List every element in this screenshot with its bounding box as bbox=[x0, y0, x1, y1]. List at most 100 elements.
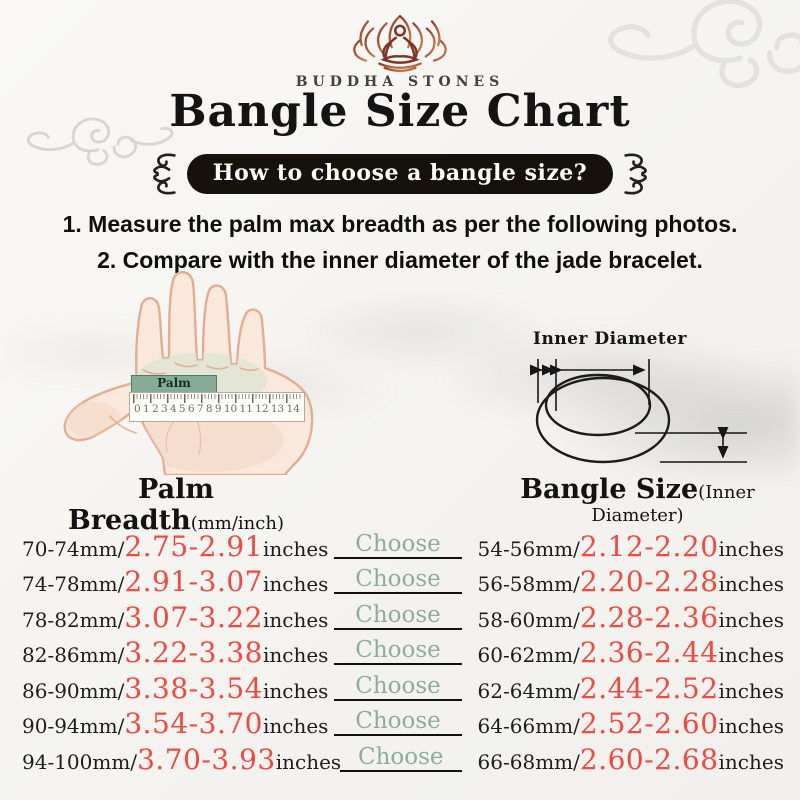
palm-size-cell: 90-94mm/3.54-3.70inches bbox=[22, 707, 328, 740]
bangle-size-header-unit: (Inner Diameter) bbox=[591, 482, 755, 526]
ruler-number: 3 bbox=[160, 403, 168, 415]
choose-cell: Choose bbox=[334, 637, 462, 665]
bangle-size-cell: 58-60mm/2.28-2.36inches bbox=[464, 601, 784, 634]
palm-range-mm: 82-86mm/ bbox=[22, 643, 125, 667]
ruler-number: 14 bbox=[286, 403, 300, 415]
palm-range-inches: 3.38-3.54 bbox=[124, 671, 263, 705]
bangle-range-mm: 66-68mm/ bbox=[477, 749, 580, 774]
palm-range-mm: 86-90mm/ bbox=[22, 678, 125, 703]
bangle-size-header: Bangle Size(Inner Diameter) bbox=[490, 474, 785, 526]
palm-size-cell: 78-82mm/3.07-3.22inches bbox=[22, 601, 328, 634]
palm-breadth-label: Palm Breadth bbox=[131, 375, 217, 405]
lotus-meditation-icon bbox=[353, 15, 447, 73]
palm-range-inches: 3.54-3.70 bbox=[124, 707, 263, 740]
choose-cell: Choose bbox=[334, 530, 462, 559]
banner: How to choose a bangle size? bbox=[186, 154, 614, 194]
flourish-icon bbox=[624, 153, 648, 195]
brand-name: BUDDHA STONES bbox=[295, 74, 505, 90]
instructions: 1. Measure the palm max breadth as per t… bbox=[0, 206, 800, 278]
choose-link[interactable]: Choose bbox=[358, 743, 444, 770]
unit-label: inches bbox=[262, 714, 329, 738]
inner-diameter-label: Inner Diameter bbox=[533, 329, 688, 349]
palm-breadth-header: Palm Breadth(mm/inch) bbox=[36, 474, 316, 536]
ruler-number: 10 bbox=[223, 403, 238, 415]
bangle-range-mm: 60-62mm/ bbox=[477, 643, 580, 667]
ruler-numbers: 0 1 2 3 4 5 6 7 8 9 10 11 12 13 14 bbox=[131, 403, 303, 415]
bangle-range-mm: 64-66mm/ bbox=[477, 714, 580, 738]
unit-label: inches bbox=[718, 607, 784, 632]
choose-link[interactable]: Choose bbox=[355, 530, 441, 557]
bangle-size-cell: 62-64mm/2.44-2.52inches bbox=[464, 672, 784, 705]
ruler-number: 0 bbox=[134, 403, 141, 415]
unit-label: inches bbox=[262, 536, 329, 561]
table-row: 94-100mm/3.70-3.93inches Choose 66-68mm/… bbox=[22, 740, 784, 776]
size-table-rows: 70-74mm/2.75-2.91inches Choose 54-56mm/2… bbox=[22, 527, 784, 776]
palm-breadth-header-unit: (mm/inch) bbox=[190, 513, 284, 534]
palm-range-mm: 78-82mm/ bbox=[22, 607, 125, 632]
bangle-range-mm: 56-58mm/ bbox=[477, 572, 580, 596]
bangle-size-cell: 60-62mm/2.36-2.44inches bbox=[464, 636, 784, 669]
choose-cell: Choose bbox=[334, 708, 462, 736]
bangle-range-inches: 2.52-2.60 bbox=[579, 707, 719, 740]
choose-link[interactable]: Choose bbox=[355, 601, 441, 628]
bangle-range-mm: 54-56mm/ bbox=[477, 536, 580, 561]
palm-range-inches: 3.22-3.38 bbox=[124, 636, 263, 669]
bangle-range-inches: 2.28-2.36 bbox=[579, 600, 719, 634]
table-row: 82-86mm/3.22-3.38inches Choose 60-62mm/2… bbox=[22, 634, 784, 669]
palm-size-cell: 94-100mm/3.70-3.93inches bbox=[22, 742, 341, 776]
choose-cell: Choose bbox=[334, 601, 462, 630]
unit-label: inches bbox=[718, 749, 784, 774]
ruler-number: 4 bbox=[169, 403, 177, 415]
palm-range-mm: 94-100mm/ bbox=[22, 749, 138, 774]
unit-label: inches bbox=[262, 607, 329, 632]
palm-range-mm: 70-74mm/ bbox=[22, 536, 125, 561]
choose-link[interactable]: Choose bbox=[355, 566, 441, 592]
palm-illustration bbox=[63, 271, 314, 475]
unit-label: inches bbox=[718, 678, 784, 703]
palm-range-inches: 2.91-3.07 bbox=[124, 565, 263, 598]
palm-size-cell: 74-78mm/2.91-3.07inches bbox=[22, 565, 328, 598]
instruction-step-1: 1. Measure the palm max breadth as per t… bbox=[62, 211, 738, 237]
bangle-diagram: Inner Diameter bbox=[495, 325, 785, 475]
palm-size-cell: 82-86mm/3.22-3.38inches bbox=[22, 636, 328, 669]
ruler-number: 7 bbox=[196, 403, 204, 415]
bangle-range-mm: 58-60mm/ bbox=[477, 607, 580, 632]
bangle-size-header-title: Bangle Size bbox=[520, 474, 699, 505]
choose-link[interactable]: Choose bbox=[355, 672, 441, 699]
unit-label: inches bbox=[262, 572, 329, 596]
bangle-range-inches: 2.20-2.28 bbox=[579, 565, 719, 598]
palm-range-inches: 3.07-3.22 bbox=[124, 600, 263, 634]
ruler-number: 12 bbox=[255, 403, 269, 415]
palm-size-cell: 86-90mm/3.38-3.54inches bbox=[22, 672, 328, 705]
ruler-number: 2 bbox=[151, 403, 159, 415]
instruction-step-2: 2. Compare with the inner diameter of th… bbox=[97, 247, 703, 273]
bangle-range-inches: 2.60-2.68 bbox=[579, 742, 719, 776]
choose-cell: Choose bbox=[334, 566, 462, 594]
page-title: Bangle Size Chart bbox=[169, 86, 631, 137]
choose-link[interactable]: Choose bbox=[355, 708, 441, 734]
table-row: 70-74mm/2.75-2.91inches Choose 54-56mm/2… bbox=[22, 527, 784, 563]
ruler-number: 13 bbox=[270, 403, 285, 415]
choose-cell: Choose bbox=[334, 672, 462, 701]
table-row: 78-82mm/3.07-3.22inches Choose 58-60mm/2… bbox=[22, 598, 784, 634]
ruler-number: 8 bbox=[205, 403, 213, 415]
palm-range-inches: 2.75-2.91 bbox=[124, 529, 263, 563]
bangle-range-mm: 62-64mm/ bbox=[477, 678, 580, 703]
choose-link[interactable]: Choose bbox=[355, 637, 441, 663]
choose-cell: Choose bbox=[340, 744, 462, 772]
ruler-number: 11 bbox=[239, 403, 253, 415]
ruler: 0 1 2 3 4 5 6 7 8 9 10 11 12 13 14 bbox=[129, 392, 305, 422]
unit-label: inches bbox=[262, 678, 329, 703]
ruler-number: 6 bbox=[187, 403, 195, 415]
bangle-size-cell: 66-68mm/2.60-2.68inches bbox=[464, 743, 784, 776]
ruler-number: 1 bbox=[142, 403, 150, 415]
palm-size-cell: 70-74mm/2.75-2.91inches bbox=[22, 530, 328, 563]
bangle-range-inches: 2.44-2.52 bbox=[579, 671, 719, 705]
palm-range-inches: 3.70-3.93 bbox=[137, 742, 276, 776]
bangle-size-cell: 64-66mm/2.52-2.60inches bbox=[464, 707, 784, 740]
ruler-number: 5 bbox=[178, 403, 186, 415]
banner-row: How to choose a bangle size? bbox=[0, 150, 800, 198]
bangle-size-cell: 56-58mm/2.20-2.28inches bbox=[464, 565, 784, 598]
unit-label: inches bbox=[718, 714, 784, 738]
